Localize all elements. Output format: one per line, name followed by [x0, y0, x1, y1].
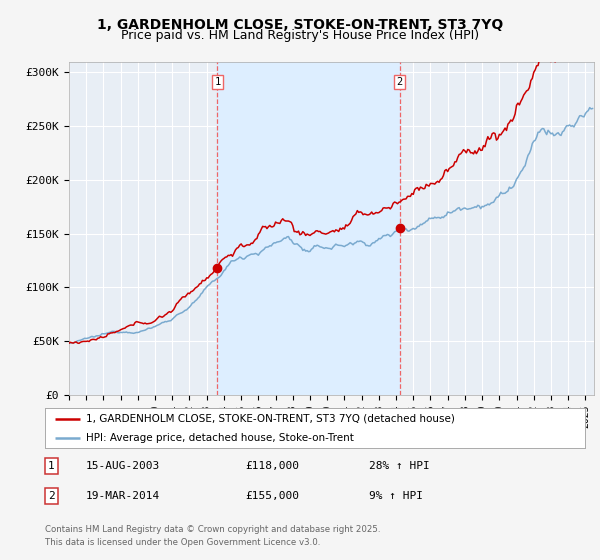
- Text: £118,000: £118,000: [245, 461, 299, 471]
- Text: 1: 1: [214, 77, 221, 87]
- Text: 2: 2: [397, 77, 403, 87]
- Text: 1, GARDENHOLM CLOSE, STOKE-ON-TRENT, ST3 7YQ (detached house): 1, GARDENHOLM CLOSE, STOKE-ON-TRENT, ST3…: [86, 414, 454, 423]
- Text: Contains HM Land Registry data © Crown copyright and database right 2025.: Contains HM Land Registry data © Crown c…: [45, 525, 380, 534]
- Text: 1: 1: [48, 461, 55, 471]
- Text: 15-AUG-2003: 15-AUG-2003: [86, 461, 160, 471]
- Text: £155,000: £155,000: [245, 491, 299, 501]
- Text: 1, GARDENHOLM CLOSE, STOKE-ON-TRENT, ST3 7YQ: 1, GARDENHOLM CLOSE, STOKE-ON-TRENT, ST3…: [97, 18, 503, 32]
- Text: 28% ↑ HPI: 28% ↑ HPI: [369, 461, 430, 471]
- Bar: [217, 62, 400, 395]
- Text: Price paid vs. HM Land Registry's House Price Index (HPI): Price paid vs. HM Land Registry's House …: [121, 29, 479, 42]
- Text: HPI: Average price, detached house, Stoke-on-Trent: HPI: Average price, detached house, Stok…: [86, 433, 353, 443]
- Text: 2: 2: [48, 491, 55, 501]
- Text: 19-MAR-2014: 19-MAR-2014: [86, 491, 160, 501]
- Text: This data is licensed under the Open Government Licence v3.0.: This data is licensed under the Open Gov…: [45, 538, 320, 547]
- Text: 9% ↑ HPI: 9% ↑ HPI: [369, 491, 423, 501]
